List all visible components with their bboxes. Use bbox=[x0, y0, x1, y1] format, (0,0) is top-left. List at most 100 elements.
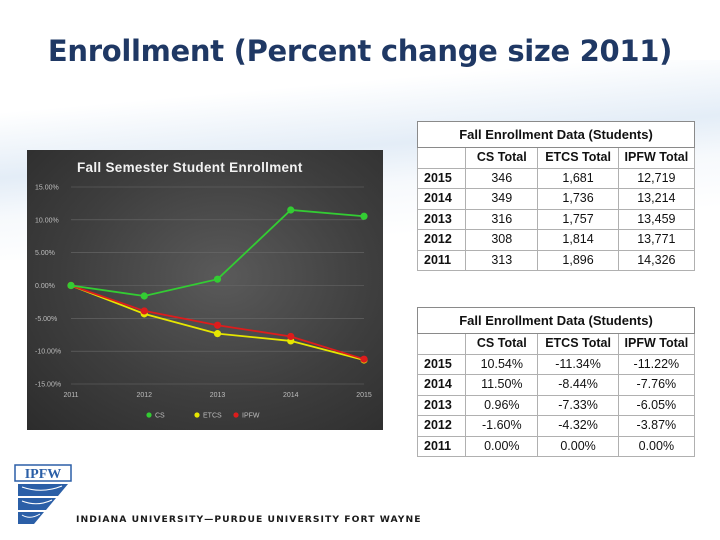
table-header-cell bbox=[416, 147, 467, 169]
series-line-cs bbox=[70, 209, 365, 297]
x-tick-labels: 2011 2012 2013 2014 2015 bbox=[63, 392, 371, 399]
legend-marker-ipfw bbox=[233, 412, 239, 418]
table-header-cell: CS Total bbox=[465, 333, 539, 355]
y-tick-label: 15.00% bbox=[35, 185, 59, 192]
data-point-ipfw bbox=[360, 355, 368, 363]
table-value-cell: 1,681 bbox=[537, 167, 619, 189]
table-row: 2014 11.50% -8.44% -7.76% bbox=[416, 374, 696, 396]
table-value-cell: -1.60% bbox=[465, 415, 539, 437]
table-row: 2012 308 1,814 13,771 bbox=[416, 229, 696, 251]
table-value-cell: -6.05% bbox=[617, 394, 696, 416]
slide-title: Enrollment (Percent change size 2011) bbox=[47, 34, 673, 68]
footer-university-name: INDIANA UNIVERSITY—PURDUE UNIVERSITY FOR… bbox=[76, 514, 422, 525]
table-year-cell: 2011 bbox=[416, 435, 467, 457]
table-year-cell: 2015 bbox=[416, 167, 467, 189]
legend-label: IPFW bbox=[242, 413, 260, 420]
y-tick-label: -5.00% bbox=[35, 316, 57, 323]
y-tick-label: 0.00% bbox=[35, 283, 55, 290]
table-year-cell: 2012 bbox=[416, 229, 467, 251]
table-header-cell bbox=[416, 333, 467, 355]
table-row: 2013 0.96% -7.33% -6.05% bbox=[416, 394, 696, 416]
table-year-cell: 2014 bbox=[416, 374, 467, 396]
table-value-cell: 0.00% bbox=[537, 435, 619, 457]
table-value-cell: 12,719 bbox=[617, 167, 696, 189]
table-value-cell: 313 bbox=[465, 249, 539, 271]
line-chart: Fall Semester Student Enrollment 15.00% 1… bbox=[27, 150, 383, 430]
table-header-cell: CS Total bbox=[465, 147, 539, 169]
table-value-cell: 308 bbox=[465, 229, 539, 251]
y-tick-label: 10.00% bbox=[35, 217, 59, 224]
table-header-cell: IPFW Total bbox=[617, 333, 696, 355]
table-year-cell: 2014 bbox=[416, 188, 467, 210]
table-value-cell: -8.44% bbox=[537, 374, 619, 396]
table-value-cell: -4.32% bbox=[537, 415, 619, 437]
data-point-ipfw bbox=[140, 307, 148, 315]
y-tick-label: 5.00% bbox=[35, 250, 55, 257]
table-value-cell: 13,459 bbox=[617, 208, 696, 230]
table-value-cell: -7.76% bbox=[617, 374, 696, 396]
table-value-cell: 1,757 bbox=[537, 208, 619, 230]
table-value-cell: 0.96% bbox=[465, 394, 539, 416]
table-header-cell: IPFW Total bbox=[617, 147, 696, 169]
data-point-ipfw bbox=[287, 332, 295, 341]
table-value-cell: 1,814 bbox=[537, 229, 619, 251]
x-tick-label: 2015 bbox=[356, 392, 372, 399]
table-value-cell: 14,326 bbox=[617, 249, 696, 271]
ipfw-logo-icon: IPFW bbox=[14, 464, 72, 524]
table-year-cell: 2011 bbox=[416, 249, 467, 271]
table-value-cell: 13,771 bbox=[617, 229, 696, 251]
table-value-cell: -11.22% bbox=[617, 353, 696, 375]
table-value-cell: 346 bbox=[465, 167, 539, 189]
legend-label: ETCS bbox=[203, 413, 222, 420]
data-point-cs bbox=[287, 206, 295, 214]
y-tick-labels: 15.00% 10.00% 5.00% 0.00% -5.00% -10.00% -15.0… bbox=[35, 185, 61, 389]
chart-svg: Fall Semester Student Enrollment 15.00%1… bbox=[35, 160, 372, 420]
table-value-cell: 0.00% bbox=[465, 435, 539, 457]
data-point-etcs bbox=[213, 330, 222, 338]
table-year-cell: 2013 bbox=[416, 394, 467, 416]
table-value-cell: -7.33% bbox=[537, 394, 619, 416]
enrollment-percent-table: Fall Enrollment Data (Students) CS Total… bbox=[416, 307, 696, 457]
table-value-cell: 0.00% bbox=[617, 435, 696, 457]
table-value-cell: -3.87% bbox=[617, 415, 696, 437]
table-value-cell: -11.34% bbox=[537, 353, 619, 375]
grid-layer bbox=[71, 186, 364, 385]
table-row: 2012 -1.60% -4.32% -3.87% bbox=[416, 415, 696, 437]
x-tick-label: 2012 bbox=[136, 392, 152, 399]
table-row: 2011 313 1,896 14,326 bbox=[416, 249, 696, 271]
table-header-cell: ETCS Total bbox=[537, 333, 619, 355]
x-tick-label: 2011 bbox=[63, 392, 78, 399]
table-value-cell: 13,214 bbox=[617, 188, 696, 210]
table-row: 2013 316 1,757 13,459 bbox=[416, 208, 696, 230]
table-value-cell: 10.54% bbox=[465, 353, 539, 375]
table-row: 2015 346 1,681 12,719 bbox=[416, 167, 696, 189]
legend-marker-etcs bbox=[194, 412, 200, 418]
y-tick-label: -15.00% bbox=[35, 382, 61, 389]
legend: CS ETCS IPFW bbox=[146, 412, 260, 420]
table-row: 2015 10.54% -11.34% -11.22% bbox=[416, 353, 696, 375]
series-layer bbox=[67, 206, 368, 364]
table-value-cell: 1,896 bbox=[537, 249, 619, 271]
x-tick-label: 2013 bbox=[210, 392, 226, 399]
table-caption: Fall Enrollment Data (Students) bbox=[417, 307, 695, 334]
logo-text: IPFW bbox=[25, 467, 62, 482]
data-point-cs bbox=[360, 212, 368, 220]
y-tick-label: -10.00% bbox=[35, 349, 61, 356]
table-year-cell: 2013 bbox=[416, 208, 467, 230]
legend-marker-cs bbox=[146, 412, 152, 418]
table-header-cell: ETCS Total bbox=[537, 147, 619, 169]
table-year-cell: 2015 bbox=[416, 353, 467, 375]
data-point-cs bbox=[213, 275, 222, 283]
x-tick-label: 2014 bbox=[283, 392, 299, 399]
data-point-ipfw bbox=[213, 321, 222, 329]
table-year-cell: 2012 bbox=[416, 415, 467, 437]
table-row: 2014 349 1,736 13,214 bbox=[416, 188, 696, 210]
table-row: 2011 0.00% 0.00% 0.00% bbox=[416, 435, 696, 457]
table-value-cell: 1,736 bbox=[537, 188, 619, 210]
table-value-cell: 316 bbox=[465, 208, 539, 230]
legend-label: CS bbox=[155, 413, 165, 420]
chart-title: Fall Semester Student Enrollment bbox=[77, 160, 303, 175]
enrollment-count-table: Fall Enrollment Data (Students) CS Total… bbox=[416, 121, 696, 271]
data-point-cs bbox=[67, 281, 75, 290]
table-value-cell: 11.50% bbox=[465, 374, 539, 396]
